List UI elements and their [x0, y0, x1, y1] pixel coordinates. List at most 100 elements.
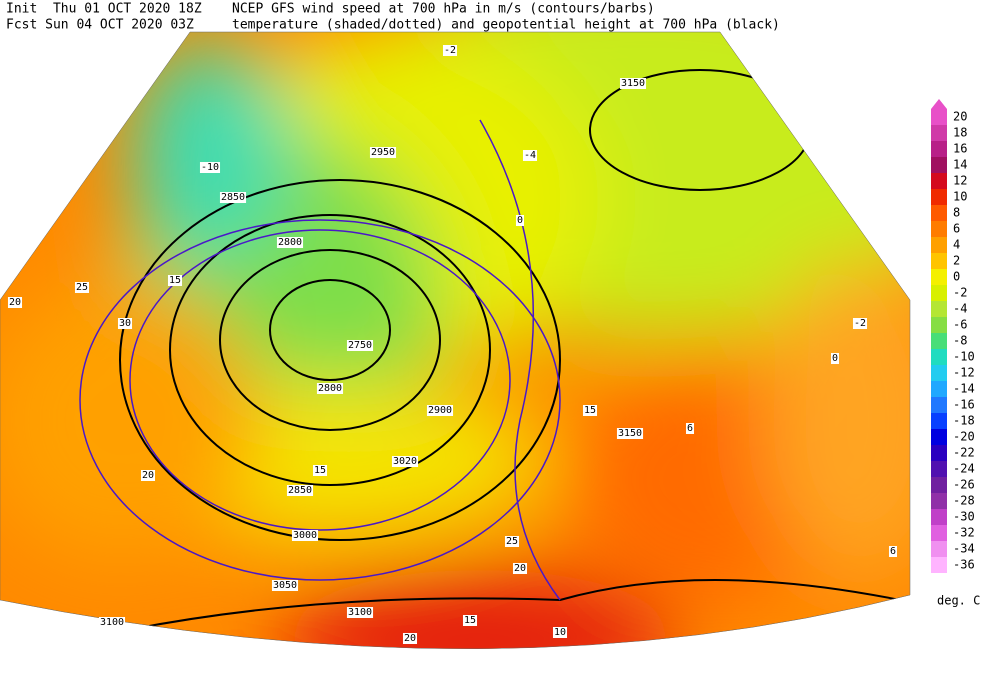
init-label: Init Thu 01 OCT 2020 18Z: [6, 2, 202, 17]
colorbar-label: -36: [953, 558, 975, 572]
map-labels: 2850295031502800275028002900302030003050…: [7, 45, 898, 644]
label-bg: [830, 353, 840, 364]
colorbar-box: [931, 141, 947, 157]
label-bg: [219, 192, 247, 203]
colorbar-label: 4: [953, 238, 960, 252]
colorbar-label: -8: [953, 334, 967, 348]
colorbar-unit: deg. C: [937, 594, 980, 608]
contour-label: 20: [142, 470, 154, 481]
colorbar-box: [931, 205, 947, 221]
colorbar-box: [931, 461, 947, 477]
contour-label: 2800: [278, 237, 302, 248]
colorbar-label: 8: [953, 206, 960, 220]
contour-label: 10: [554, 627, 566, 638]
contour-label: 20: [404, 633, 416, 644]
contour-label: 3000: [293, 530, 317, 541]
colorbar-label: -12: [953, 366, 975, 380]
label-bg: [442, 45, 458, 56]
colorbar-label: -16: [953, 398, 975, 412]
colorbar-label: -18: [953, 414, 975, 428]
colorbar-label: -2: [953, 286, 967, 300]
colorbar-label: 6: [953, 222, 960, 236]
contour-label: 3150: [618, 428, 642, 439]
label-bg: [271, 580, 299, 591]
colorbar-label: 20: [953, 110, 967, 124]
colorbar-box: [931, 525, 947, 541]
colorbar-box: [931, 269, 947, 285]
contour-label: 30: [119, 318, 131, 329]
label-bg: [616, 428, 644, 439]
contour-label: -2: [854, 318, 866, 329]
colorbar-label: 16: [953, 142, 967, 156]
contour-label: -2: [444, 45, 456, 56]
label-bg: [276, 237, 304, 248]
colorbar-box: [931, 109, 947, 125]
label-bg: [504, 536, 520, 547]
label-bg: [286, 485, 314, 496]
contour-label: 20: [514, 563, 526, 574]
label-bg: [512, 563, 528, 574]
label-bg: [7, 297, 23, 308]
colorbar-box: [931, 189, 947, 205]
contour-label: 3150: [621, 78, 645, 89]
colorbar-box: [931, 285, 947, 301]
colorbar-box: [931, 445, 947, 461]
label-bg: [462, 615, 478, 626]
colorbar-box: [931, 493, 947, 509]
colorbar-box: [931, 173, 947, 189]
contour-label: 2800: [318, 383, 342, 394]
label-bg: [74, 282, 90, 293]
contour-label: 3100: [348, 607, 372, 618]
label-bg: [852, 318, 868, 329]
colorbar-label: -28: [953, 494, 975, 508]
title-line: NCEP GFS wind speed at 700 hPa in m/s (c…: [232, 2, 655, 17]
colorbar-box: [931, 125, 947, 141]
colorbar-label: -26: [953, 478, 975, 492]
colorbar-box: [931, 477, 947, 493]
contour-label: 15: [314, 465, 326, 476]
contour-label: 6: [890, 546, 896, 557]
contour-label: 0: [517, 215, 523, 226]
contour-label: 15: [464, 615, 476, 626]
colorbar-label: -14: [953, 382, 975, 396]
colorbar-box: [931, 429, 947, 445]
contour-label: 2900: [428, 405, 452, 416]
colorbar-box: [931, 157, 947, 173]
label-bg: [582, 405, 598, 416]
colorbar-box: [931, 509, 947, 525]
label-bg: [369, 147, 397, 158]
colorbar-label: 18: [953, 126, 967, 140]
colorbar-label: -24: [953, 462, 975, 476]
colorbar-label: -10: [953, 350, 975, 364]
colorbar-label: 10: [953, 190, 967, 204]
colorbar-box: [931, 381, 947, 397]
label-bg: [291, 530, 319, 541]
contour-label: 3050: [273, 580, 297, 591]
contour-label: -10: [201, 162, 219, 173]
contour-label: 25: [506, 536, 518, 547]
map: [0, 32, 910, 649]
contour-label: 15: [169, 275, 181, 286]
colorbar-label: 0: [953, 270, 960, 284]
label-bg: [888, 546, 898, 557]
contour-label: 2750: [348, 340, 372, 351]
label-bg: [140, 470, 156, 481]
wind-contours: [79, 119, 561, 601]
label-bg: [167, 275, 183, 286]
title-line: temperature (shaded/dotted) and geopoten…: [232, 18, 780, 33]
colorbar-box: [931, 541, 947, 557]
label-bg: [98, 617, 126, 628]
label-bg: [316, 383, 344, 394]
colorbar-arrow: [931, 99, 947, 109]
colorbar-label: -22: [953, 446, 975, 460]
colorbar-label: -4: [953, 302, 967, 316]
contour-label: 25: [76, 282, 88, 293]
label-bg: [685, 423, 695, 434]
contour-label: 20: [9, 297, 21, 308]
contour-label: 15: [584, 405, 596, 416]
colorbar-label: -34: [953, 542, 975, 556]
contour-label: 2850: [221, 192, 245, 203]
label-bg: [522, 150, 538, 161]
colorbar-label: -30: [953, 510, 975, 524]
